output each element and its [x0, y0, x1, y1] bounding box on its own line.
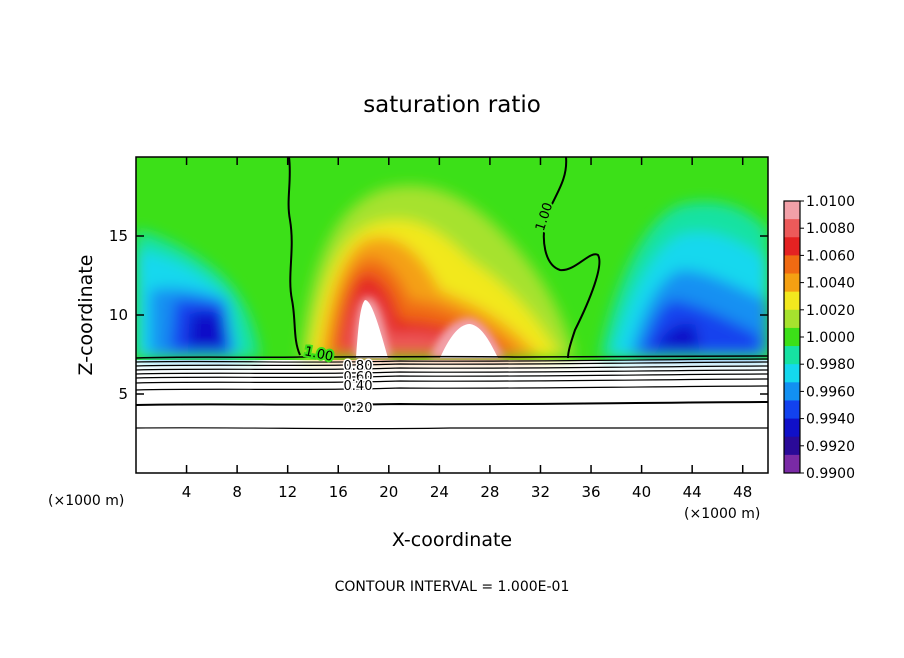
z-units-label: (×1000 m) [48, 493, 124, 509]
x-tick-label: 12 [278, 483, 297, 501]
x-tick-label: 28 [480, 483, 499, 501]
chart-title: saturation ratio [363, 92, 541, 118]
contour-label-080: 0.80 [344, 359, 373, 374]
x-tick-label: 36 [581, 483, 600, 501]
colorbar-swatch [784, 418, 800, 438]
colorbar-swatch [784, 382, 800, 401]
colorbar-swatch [784, 364, 800, 383]
x-tick-label: 4 [182, 483, 192, 501]
x-tick-label: 32 [531, 483, 550, 501]
x-tick-label: 48 [733, 483, 752, 501]
colorbar-label: 0.9960 [806, 384, 855, 400]
contour-line-100-right [542, 157, 601, 359]
colorbar-label: 0.9980 [806, 357, 855, 373]
colorbar-swatch [784, 291, 800, 311]
colorbar-swatch [784, 327, 800, 347]
x-axis-label: X-coordinate [392, 529, 512, 551]
colorbar-label: 1.0020 [806, 303, 855, 319]
colorbar-labels: 1.0100 1.0080 1.0060 1.0040 1.0020 1.0000 0.99… [800, 194, 855, 482]
x-tick-label: 16 [329, 483, 348, 501]
colorbar-label: 1.0080 [806, 221, 855, 237]
colorbar-label: 0.9920 [806, 439, 855, 455]
colorbar-swatch [784, 255, 800, 275]
x-tick-label: 44 [683, 483, 702, 501]
colorbar-label: 1.0000 [806, 330, 855, 346]
colorbar-swatch [784, 400, 800, 420]
colorbar-swatch [784, 273, 800, 293]
y-tick-label: 10 [109, 306, 128, 324]
contour-label-020: 0.20 [344, 401, 373, 416]
x-axis-ticks: 4 8 12 16 20 24 28 32 36 40 44 48 [182, 157, 752, 501]
contour-interval-note: CONTOUR INTERVAL = 1.000E-01 [335, 579, 570, 595]
x-tick-label: 8 [232, 483, 242, 501]
colorbar [783, 200, 801, 474]
plot-area: 1.00 1.00 0.80 0.60 0.40 0.20 [136, 157, 768, 473]
contour-label-040: 0.40 [344, 379, 373, 394]
colorbar-swatch [784, 436, 800, 456]
field-core-right [440, 324, 498, 358]
colorbar-swatch [784, 309, 800, 329]
field-core-left [356, 300, 388, 358]
colorbar-label: 1.0100 [806, 194, 855, 210]
x-units-label: (×1000 m) [684, 506, 760, 522]
contour-line-100-base [136, 355, 768, 359]
colorbar-label: 0.9940 [806, 412, 855, 428]
y-axis-label: Z-coordinate [75, 255, 97, 376]
colorbar-label: 1.0040 [806, 276, 855, 292]
x-tick-label: 40 [632, 483, 651, 501]
contour-label-060: 0.60 [344, 370, 373, 385]
contour-band-lines [136, 358, 768, 430]
x-tick-label: 20 [379, 483, 398, 501]
colorbar-label: 1.0060 [806, 248, 855, 264]
x-tick-label: 24 [430, 483, 449, 501]
colorbar-label: 0.9900 [806, 466, 855, 482]
y-axis-ticks: 5 10 15 [109, 227, 768, 403]
y-tick-label: 15 [109, 227, 128, 245]
contour-line-100-left [287, 157, 301, 356]
colorbar-swatch [784, 346, 800, 365]
colorbar-swatch [784, 237, 800, 256]
colorbar-swatch [784, 219, 800, 238]
colorbar-swatch [784, 454, 800, 474]
y-tick-label: 5 [118, 385, 128, 403]
colorbar-swatch [784, 201, 800, 220]
